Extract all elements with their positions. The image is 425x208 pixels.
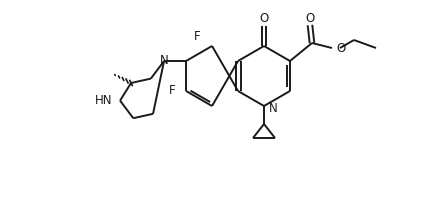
Text: O: O [305,11,314,25]
Text: HN: HN [94,94,112,107]
Text: O: O [259,12,269,26]
Text: N: N [269,102,278,114]
Text: N: N [160,54,168,68]
Text: F: F [168,83,175,97]
Text: F: F [193,31,200,43]
Text: O: O [336,42,345,54]
